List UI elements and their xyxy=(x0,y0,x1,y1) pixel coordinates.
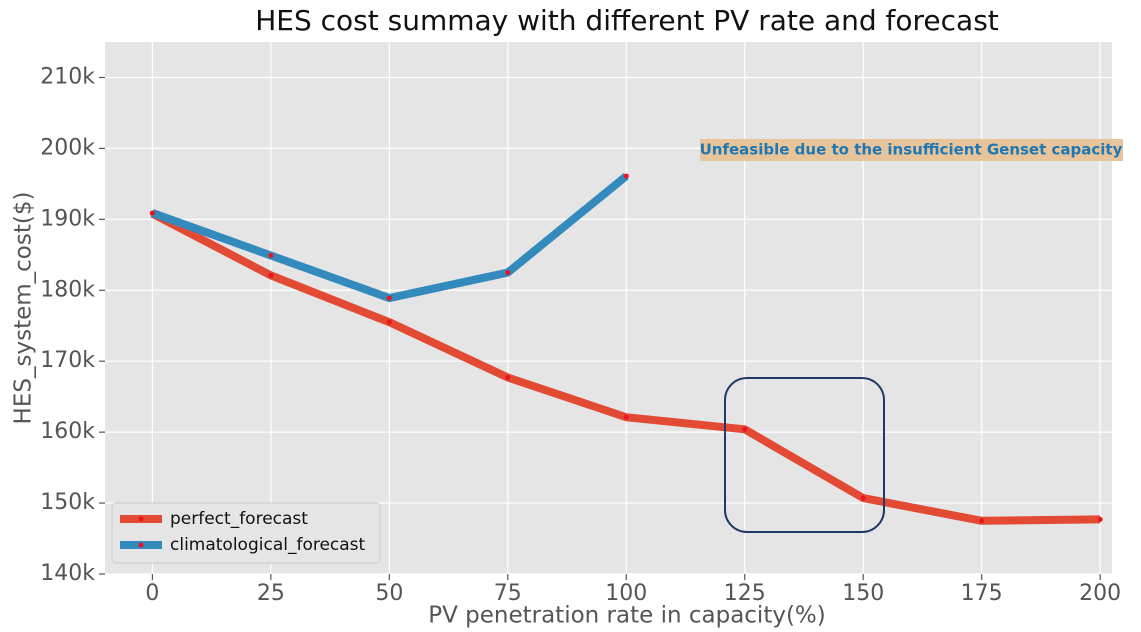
legend-marker xyxy=(138,542,144,548)
x-tick-label: 175 xyxy=(961,581,1003,606)
point xyxy=(860,495,866,501)
x-tick-label: 100 xyxy=(605,581,647,606)
y-tick-label: 200k xyxy=(40,135,95,160)
point xyxy=(742,426,748,432)
y-tick-label: 140k xyxy=(40,561,95,586)
x-tick-label: 25 xyxy=(257,581,285,606)
y-tick-label: 160k xyxy=(40,419,95,444)
x-tick-label: 0 xyxy=(145,581,159,606)
legend-box xyxy=(111,502,381,564)
point xyxy=(505,375,511,381)
point xyxy=(386,295,392,301)
point xyxy=(1097,516,1103,522)
y-tick-label: 170k xyxy=(40,348,95,373)
legend: perfect_forecast climatological_forecast xyxy=(111,502,381,564)
point xyxy=(268,253,274,259)
x-tick-label: 75 xyxy=(494,581,522,606)
legend-label: perfect_forecast xyxy=(170,509,308,529)
x-tick-label: 125 xyxy=(724,581,766,606)
point xyxy=(386,319,392,325)
point xyxy=(268,272,274,278)
y-tick-label: 210k xyxy=(40,64,95,89)
x-tick-label: 200 xyxy=(1079,581,1121,606)
point xyxy=(979,518,985,524)
y-tick-label: 150k xyxy=(40,490,95,515)
chart-title: HES cost summay with different PV rate a… xyxy=(255,4,999,37)
x-axis-label: PV penetration rate in capacity(%) xyxy=(428,603,826,629)
x-tick-label: 50 xyxy=(375,581,403,606)
y-axis-label: HES_system_cost($) xyxy=(11,192,37,425)
point xyxy=(149,210,155,216)
annotation: Unfeasible due to the insufficient Gense… xyxy=(700,141,1123,159)
annotation-box xyxy=(700,139,1123,161)
highlight-box xyxy=(724,377,885,533)
point xyxy=(623,173,629,179)
lines xyxy=(149,172,1103,525)
plot-area xyxy=(105,42,1112,574)
point xyxy=(505,270,511,276)
y-tick-label: 180k xyxy=(40,277,95,302)
legend-marker xyxy=(138,516,144,522)
point xyxy=(623,414,629,420)
legend-label: climatological_forecast xyxy=(170,535,366,555)
x-tick-label: 150 xyxy=(842,581,884,606)
y-tick-label: 190k xyxy=(40,206,95,231)
